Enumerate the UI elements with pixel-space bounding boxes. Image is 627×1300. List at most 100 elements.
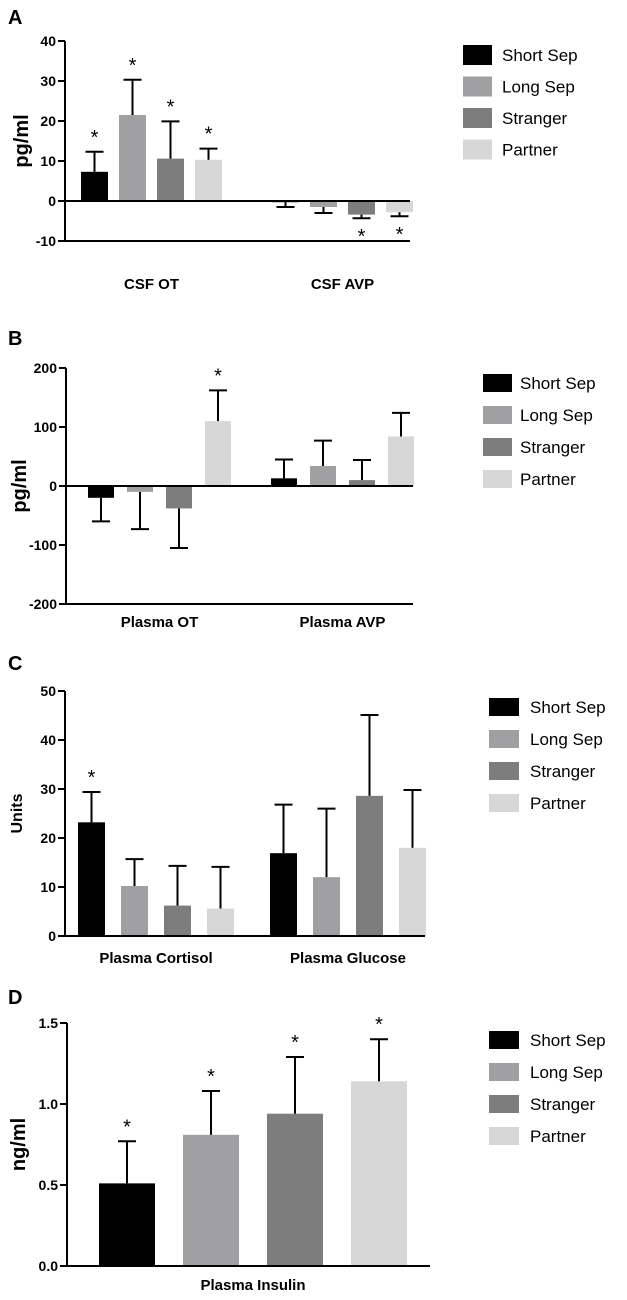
y-axis-label: Units [9,793,26,833]
chart-panel-B: B * -200 -100 0 100 200 pg/ml Plasma OT Plasma AV… [8,328,596,631]
bar [119,115,146,201]
y-axis-label: pg/ml [9,459,31,512]
y-tick-label: -100 [29,537,57,553]
significance-star: * [291,1032,299,1054]
legend-swatch [489,1063,519,1081]
bar [207,908,234,936]
y-axis-label: pg/ml [11,114,33,167]
significance-star: * [396,224,404,246]
legend-swatch [463,76,492,97]
bar [267,1113,323,1266]
legend-label: Long Sep [530,730,603,749]
legend-swatch [489,1031,519,1049]
panel-letter: C [8,653,22,675]
bar [271,478,297,486]
y-tick-label: 10 [40,879,56,895]
bar [78,822,105,936]
legend-swatch [489,730,519,748]
y-tick-label: 0.5 [39,1177,59,1193]
chart-panel-C: C * 0 10 20 30 40 50 Units Plasma Cortisol Plasma … [8,653,606,967]
significance-star: * [123,1116,131,1138]
y-tick-label: 30 [40,781,56,797]
legend-swatch [463,108,492,128]
bar [351,1081,407,1266]
category-label: CSF AVP [311,276,374,293]
legend-label: Partner [502,141,558,160]
legend-swatch [489,698,519,716]
bar [195,159,222,201]
significance-star: * [214,365,222,387]
bar [88,486,114,498]
category-label: Plasma OT [121,614,199,631]
bar [270,853,297,936]
y-tick-label: 0 [48,193,56,209]
y-axis-label: ng/ml [8,1118,30,1171]
category-label: Plasma Glucose [290,950,406,967]
panel-letter: D [8,987,22,1009]
bar [348,201,375,215]
legend-swatch [463,139,492,160]
legend-label: Short Sep [530,698,606,717]
significance-star: * [167,96,175,118]
bar [310,465,336,486]
significance-star: * [375,1014,383,1036]
legend-label: Short Sep [502,46,578,65]
bar [183,1134,239,1266]
bar [127,486,153,492]
legend-swatch [483,470,512,488]
legend-swatch [463,45,492,65]
legend-label: Partner [530,794,586,813]
category-label: Plasma AVP [300,614,386,631]
y-tick-label: 40 [40,732,56,748]
legend-label: Long Sep [520,406,593,425]
y-tick-label: 30 [40,73,56,89]
chart-panel-A: A * * * * * * -10 0 10 20 30 40 pg/ml CSF OT CSF AVP Sho… [8,7,578,293]
bar [164,905,191,936]
bar [313,877,340,936]
panel-letter: A [8,7,22,29]
legend-label: Stranger [530,1095,596,1114]
bar [99,1183,155,1266]
significance-star: * [207,1066,215,1088]
legend-label: Partner [520,470,576,489]
bar [121,886,148,936]
bar [157,158,184,201]
panel-letter: B [8,328,22,350]
y-tick-label: 50 [40,683,56,699]
bar [356,795,383,936]
legend-label: Partner [530,1127,586,1146]
y-tick-label: 40 [40,33,56,49]
category-label: Plasma Insulin [200,1277,305,1294]
chart-panel-D: D * * * * 0.0 0.5 1.0 1.5 ng/ml Plasma Insulin Shor… [8,987,606,1294]
significance-star: * [358,226,366,248]
significance-star: * [205,124,213,146]
legend-label: Stranger [520,438,586,457]
y-tick-label: 20 [40,113,56,129]
bar [388,436,414,486]
legend-label: Short Sep [520,374,596,393]
bar [166,486,192,509]
y-tick-label: 10 [40,153,56,169]
y-tick-label: 1.0 [39,1096,59,1112]
y-tick-label: 0 [48,928,56,944]
legend-swatch [489,1095,519,1113]
significance-star: * [91,127,99,149]
y-tick-label: 200 [34,360,58,376]
legend-label: Long Sep [502,78,575,97]
legend-swatch [483,438,512,456]
y-tick-label: 20 [40,830,56,846]
y-tick-label: 0.0 [39,1258,59,1274]
legend-swatch [489,1127,519,1145]
y-tick-label: -10 [36,233,56,249]
y-tick-label: 1.5 [39,1015,59,1031]
legend-swatch [489,762,519,780]
legend-label: Stranger [502,109,568,128]
bar [399,847,426,936]
significance-star: * [88,767,96,789]
legend-swatch [489,794,519,812]
y-tick-label: -200 [29,596,57,612]
bar [349,480,375,486]
bar [205,421,231,486]
bar [310,201,337,207]
